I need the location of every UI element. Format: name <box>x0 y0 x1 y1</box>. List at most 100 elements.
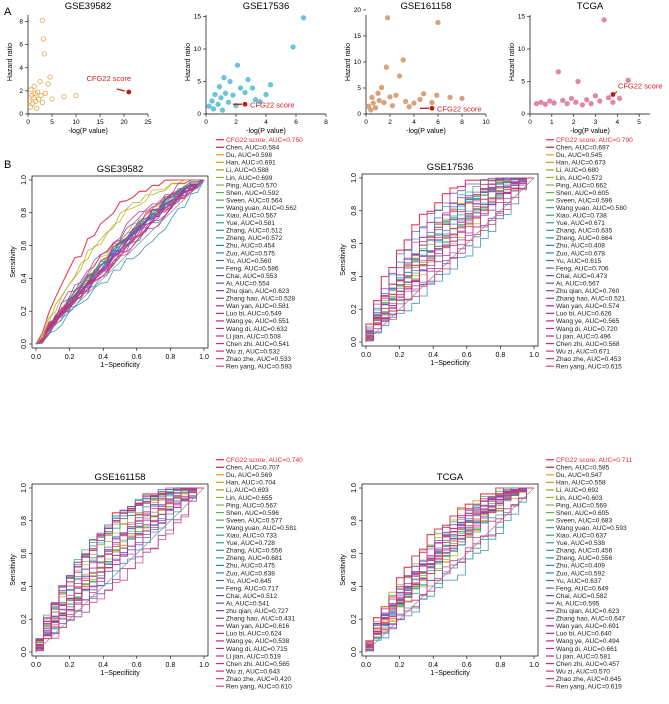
roc-curves <box>35 179 205 345</box>
x-tick-label: 0.0 <box>31 662 41 669</box>
legend-entry: Luo bi, AUC=0.624 <box>226 631 282 638</box>
data-point <box>47 74 53 80</box>
legend-entry: Chen, AUC=0.584 <box>226 145 280 152</box>
chart-title: TCGA <box>577 1 604 12</box>
data-point <box>555 69 562 75</box>
roc-curve <box>365 177 534 342</box>
legend-entry: CFG22 score, AUC=0.740 <box>226 457 303 464</box>
x-axis-label: 1−Specificity <box>430 360 470 367</box>
x-tick-label: 4 <box>615 119 619 126</box>
roc-curves <box>365 177 534 342</box>
roc-curve <box>365 177 534 342</box>
y-tick-label: 1.0 <box>21 175 28 185</box>
legend-entry: Yu, AUC=0.637 <box>556 578 602 585</box>
scatter-chart-gse17536: GSE17536 0 2 4 6 8 0 5 10 15 -log(P value) Hazard r… <box>185 1 328 135</box>
roc-curve <box>365 487 534 652</box>
data-point <box>597 98 603 104</box>
legend-entry: Ping, AUC=0.569 <box>556 502 607 509</box>
data-point <box>616 95 623 102</box>
legend-entry: Ping, AUC=0.567 <box>226 502 277 509</box>
x-tick-label: 8 <box>460 119 464 126</box>
data-point <box>420 91 427 97</box>
data-point <box>560 97 566 104</box>
data-point <box>37 78 43 85</box>
y-axis-label: Sensitivity <box>340 244 347 276</box>
data-point <box>400 57 406 63</box>
x-tick-label: 4 <box>264 119 268 126</box>
x-tick-label: 0.0 <box>31 354 41 361</box>
data-point <box>230 92 236 98</box>
data-point <box>568 95 575 102</box>
plot-frame <box>361 173 539 347</box>
roc-curve <box>35 487 204 652</box>
legend-entry: Zhang, AUC=0.635 <box>556 228 613 235</box>
y-tick-label: 0.6 <box>351 239 358 249</box>
data-point <box>210 106 217 112</box>
data-point <box>368 107 374 113</box>
legend-entry: Ping, AUC=0.570 <box>226 182 277 189</box>
data-point <box>575 78 581 85</box>
y-tick-label: 5 <box>521 79 525 86</box>
data-point <box>378 84 385 91</box>
legend-entry: Shen, AUC=0.605 <box>556 190 609 197</box>
legend-entry: Zheng, AUC=0.681 <box>226 555 283 562</box>
legend-entry: Wan yan, AUC=0.574 <box>556 303 620 310</box>
y-tick-label: 8 <box>19 19 23 26</box>
data-point <box>389 103 396 109</box>
legend-entry: Zhao zhe, AUC=0.420 <box>226 676 291 683</box>
data-point <box>39 99 46 106</box>
data-point <box>370 100 376 106</box>
data-point <box>35 96 42 102</box>
legend-entry: Luo bi, AUC=0.640 <box>556 631 612 638</box>
legend-entry: Chen, AUC=0.585 <box>556 465 610 472</box>
y-tick-label: 15 <box>194 14 202 21</box>
x-tick-label: 10 <box>72 119 80 126</box>
roc-curves <box>35 487 204 652</box>
data-point <box>38 92 44 99</box>
legend-entry: Wang ye, AUC=0.565 <box>556 318 620 325</box>
legend-entry: Sveen, AUC=0.596 <box>556 197 613 204</box>
x-tick-label: 0.2 <box>65 354 75 361</box>
legend-entry: Wang di, AUC=0.632 <box>226 326 288 333</box>
x-tick-label: 1 <box>550 119 554 126</box>
plot-frame <box>31 175 209 349</box>
legend-entry: Zuo, AUC=0.575 <box>226 250 275 257</box>
roc-curve <box>35 487 204 652</box>
x-tick-label: 5 <box>637 119 641 126</box>
diagonal-reference <box>365 177 535 343</box>
legend-entry: Zhu, AUC=0.409 <box>556 563 605 570</box>
y-tick-label: 0.0 <box>351 337 358 347</box>
legend-entry: CFG22 score, AUC=0.711 <box>556 457 633 464</box>
legend-entry: Chen, AUC=0.707 <box>226 465 280 472</box>
panel-label-a: A <box>4 6 12 18</box>
chart-title: GSE39582 <box>97 164 143 175</box>
roc-curve <box>365 177 534 342</box>
legend-entry: Du, AUC=0.598 <box>226 152 272 159</box>
data-point <box>579 102 586 108</box>
legend-entry: Li jian, AUC=0.581 <box>556 653 611 660</box>
y-tick-label: 0.8 <box>21 516 28 526</box>
data-point <box>234 62 241 68</box>
x-tick-label: 2 <box>234 119 238 126</box>
legend-entry: Wan yan, AUC=0.581 <box>226 303 290 310</box>
data-point <box>365 103 372 109</box>
data-point <box>242 89 248 96</box>
data-point <box>40 36 47 42</box>
data-point <box>252 97 259 103</box>
y-tick-label: 10 <box>518 46 526 53</box>
chart-title: GSE17536 <box>243 1 289 12</box>
y-tick-label: 2 <box>19 88 23 95</box>
legend-entry: Luo bi, AUC=0.549 <box>226 311 282 318</box>
x-axis-label: 1−Specificity <box>100 362 140 369</box>
x-tick-label: 0 <box>364 119 368 126</box>
scatter-chart-tcga: TCGA 0 1 2 3 4 5 0 5 10 15 -log(P value) Hazard rati… <box>509 1 663 135</box>
data-point <box>73 92 79 99</box>
legend-entry: Du, AUC=0.547 <box>556 472 602 479</box>
y-tick-label: 0.8 <box>21 208 28 218</box>
data-point <box>27 104 34 110</box>
y-tick-label: 0.2 <box>351 304 358 314</box>
x-tick-label: 0.6 <box>462 662 472 669</box>
legend-entry: Feng, AUC=0.717 <box>226 585 279 592</box>
data-point <box>300 15 307 21</box>
legend-entry: Wu zi, AUC=0.532 <box>226 348 280 355</box>
